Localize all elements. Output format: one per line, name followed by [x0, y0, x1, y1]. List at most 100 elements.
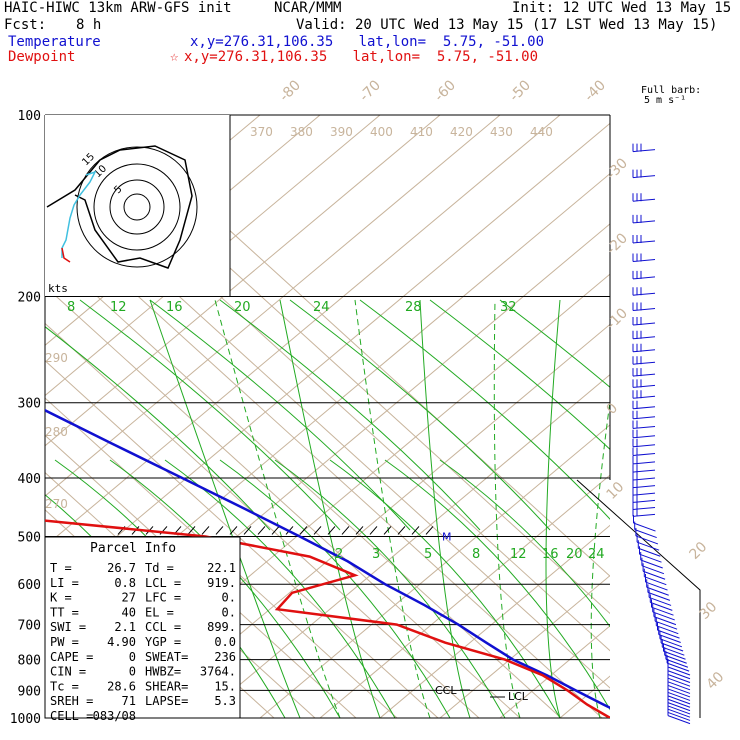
temperature-legend: Temperature	[8, 34, 101, 50]
parcel-info-value: 2.1	[114, 620, 136, 634]
wind-barb-shaft	[639, 553, 662, 563]
mixing-ratio-line	[590, 397, 610, 718]
wind-barb-shaft	[636, 541, 660, 551]
wind-barb-shaft	[632, 444, 656, 448]
theta-label: 440	[530, 125, 553, 139]
parcel-info-value: 28.6	[107, 679, 136, 693]
wind-barb	[632, 234, 656, 244]
wind-barb-shaft	[632, 322, 656, 326]
isotherm-line	[45, 285, 521, 718]
wind-barb-shaft	[660, 642, 684, 652]
mixing-ratio-label: 12	[110, 300, 127, 315]
wind-barb	[632, 143, 656, 153]
hodograph-background	[45, 115, 230, 296]
hodograph-surface-trace	[61, 247, 71, 263]
freezing-hatch-mark	[397, 526, 406, 535]
wind-barb-shaft	[667, 695, 691, 705]
wind-barb	[652, 603, 675, 621]
isotherm-label: -20	[604, 230, 631, 257]
mixing-ratio-label: 5	[424, 547, 432, 562]
moist-adiabat-line	[359, 299, 610, 520]
parcel-info-label: K =	[50, 591, 72, 605]
pressure-tick-label: 900	[18, 684, 41, 699]
wind-barb	[651, 599, 674, 616]
parcel-info-label: SHEAR=	[145, 679, 188, 693]
isotherm-line	[45, 248, 562, 718]
org-label: NCAR/MMM	[274, 0, 342, 16]
wind-barb	[633, 515, 656, 532]
wind-barb-shaft	[632, 149, 656, 153]
pressure-tick-label: 300	[18, 397, 41, 412]
isotherm-line	[45, 397, 398, 718]
barb-legend-units: 5 m s⁻¹	[644, 95, 687, 106]
moist-adiabat-line	[219, 459, 451, 718]
wind-barb	[632, 390, 656, 399]
wind-barb	[643, 568, 667, 586]
wind-barb	[632, 455, 656, 465]
moist-adiabat-line	[329, 459, 561, 718]
wind-barb-shaft	[632, 220, 656, 224]
wind-barb-shaft	[632, 477, 656, 481]
dry-adiabat-line	[379, 524, 610, 718]
freezing-hatch-mark	[243, 526, 252, 535]
dewpoint-legend: Dewpoint	[8, 49, 76, 65]
wind-barb	[632, 501, 656, 510]
freezing-hatch-mark	[369, 526, 378, 535]
wind-barb	[632, 479, 656, 489]
pressure-tick-label: 200	[18, 291, 41, 306]
wind-barb-shaft	[632, 276, 656, 280]
parcel-info-value: 27	[122, 591, 136, 605]
wind-barb-shaft	[645, 581, 668, 591]
wind-barb	[632, 317, 656, 326]
wind-barb	[632, 464, 656, 473]
wind-barb	[632, 368, 656, 377]
dry-adiabat-line	[499, 625, 610, 718]
moist-adiabat-line	[384, 459, 610, 711]
wind-barb	[632, 400, 656, 410]
theta-label: 370	[250, 125, 273, 139]
dry-adiabat-line	[45, 115, 501, 497]
wind-barb-shaft	[632, 395, 656, 399]
temperature-profile-line	[45, 408, 610, 710]
wind-barb	[637, 540, 661, 557]
theta-label: 430	[490, 125, 513, 139]
dry-adiabat-line	[45, 115, 561, 547]
wind-barb-shaft	[632, 384, 656, 388]
parcel-info-value: 0	[129, 650, 136, 664]
parcel-info-label: CCL =	[145, 620, 181, 634]
wind-barb	[655, 617, 679, 635]
barb-panel-border	[576, 479, 701, 718]
wind-barb	[660, 635, 684, 652]
pressure-tick-label: 800	[18, 654, 41, 669]
wind-barb	[632, 330, 656, 340]
wind-barb	[636, 534, 660, 551]
wind-barb	[632, 270, 656, 280]
dry-adiabat-line	[680, 115, 740, 718]
wind-barb-shaft	[662, 646, 685, 656]
parcel-info-label: YGP =	[145, 635, 181, 649]
model-title: HAIC-HIWC 13km ARW-GFS init	[4, 0, 232, 16]
moist-adiabat-line	[79, 299, 341, 531]
freezing-hatch-mark	[341, 526, 350, 535]
freezing-hatch-mark	[313, 526, 322, 535]
wind-barb-shaft	[667, 670, 691, 680]
wind-barb-shaft	[667, 681, 691, 691]
mixing-ratio-label: 16	[542, 547, 559, 562]
dry-adiabat-line	[45, 122, 610, 598]
wind-barb-shaft	[651, 606, 674, 616]
theta-label: 400	[370, 125, 393, 139]
wind-barb-shaft	[667, 691, 691, 701]
parcel-info-label: HWBZ=	[145, 665, 181, 679]
freezing-hatch-mark	[355, 526, 364, 535]
wind-barb-shaft	[667, 698, 691, 708]
wind-barb-shaft	[632, 198, 656, 202]
wind-barb	[632, 471, 656, 481]
mixing-ratio-label: 24	[588, 547, 605, 562]
hodograph-units-label: kts	[48, 282, 68, 295]
wind-barb-shaft	[632, 485, 656, 489]
wind-barb-shaft	[656, 625, 679, 635]
mixing-ratio-line	[214, 299, 341, 718]
wind-barb-shaft	[632, 435, 656, 439]
wind-barb	[639, 546, 662, 563]
moist-adiabat-line	[274, 459, 506, 718]
